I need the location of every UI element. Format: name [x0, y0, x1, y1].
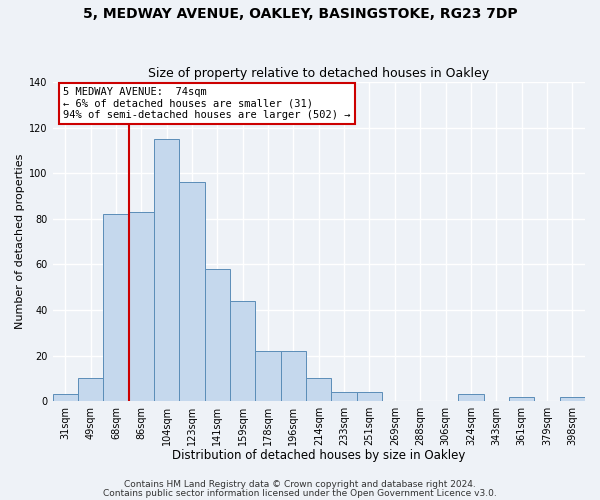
Bar — [128, 212, 154, 401]
Bar — [560, 396, 585, 401]
Bar — [357, 392, 382, 401]
Title: Size of property relative to detached houses in Oakley: Size of property relative to detached ho… — [148, 66, 490, 80]
Text: Contains public sector information licensed under the Open Government Licence v3: Contains public sector information licen… — [103, 488, 497, 498]
Text: 5 MEDWAY AVENUE:  74sqm
← 6% of detached houses are smaller (31)
94% of semi-det: 5 MEDWAY AVENUE: 74sqm ← 6% of detached … — [63, 87, 350, 120]
Bar — [205, 269, 230, 401]
Text: 5, MEDWAY AVENUE, OAKLEY, BASINGSTOKE, RG23 7DP: 5, MEDWAY AVENUE, OAKLEY, BASINGSTOKE, R… — [83, 8, 517, 22]
Bar — [230, 301, 256, 401]
Bar — [179, 182, 205, 401]
Text: Contains HM Land Registry data © Crown copyright and database right 2024.: Contains HM Land Registry data © Crown c… — [124, 480, 476, 489]
Bar — [306, 378, 331, 401]
Y-axis label: Number of detached properties: Number of detached properties — [15, 154, 25, 330]
Bar — [458, 394, 484, 401]
X-axis label: Distribution of detached houses by size in Oakley: Distribution of detached houses by size … — [172, 450, 466, 462]
Bar — [78, 378, 103, 401]
Bar — [331, 392, 357, 401]
Bar — [154, 139, 179, 401]
Bar — [256, 351, 281, 401]
Bar — [281, 351, 306, 401]
Bar — [509, 396, 534, 401]
Bar — [53, 394, 78, 401]
Bar — [103, 214, 128, 401]
